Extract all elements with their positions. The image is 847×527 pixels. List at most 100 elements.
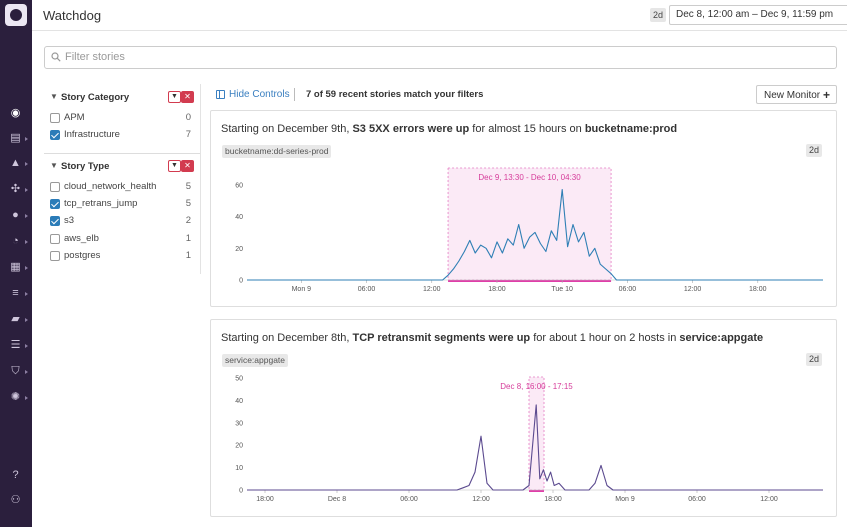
settings-icon[interactable]: ✺ (10, 391, 21, 403)
story-type-header[interactable]: ▼ Story Type ▼ ✕ (48, 160, 194, 174)
x-tick-label: Tue 10 (551, 286, 573, 293)
anomaly-highlight-band (447, 167, 612, 281)
facet-item-label: tcp_retrans_jump (64, 198, 138, 209)
binoculars-icon[interactable]: ◉ (10, 107, 21, 119)
story-card[interactable]: Starting on December 9th, S3 5XX errors … (210, 110, 837, 307)
plus-icon: + (823, 88, 831, 102)
checkbox[interactable] (50, 216, 60, 226)
story-chart: Dec 8, 16:00 - 17:15 0 10 20 30 40 50 18:00 Dec … (235, 376, 823, 503)
facet-item-count: 5 (185, 181, 191, 192)
x-tick-label: 06:00 (619, 286, 637, 293)
y-tick-label: 40 (235, 214, 243, 221)
chevron-down-icon[interactable]: ▼ (50, 161, 58, 170)
x-tick-label: 12:00 (423, 286, 441, 293)
story-range-badge: 2d (805, 144, 822, 157)
user-icon[interactable]: ⚇ (10, 494, 21, 506)
y-tick-label: 50 (235, 376, 243, 383)
story-chart: Dec 9, 13:30 - Dec 10, 04:30 0 20 40 60 Mon 9… (235, 167, 823, 293)
checkbox[interactable] (50, 234, 60, 244)
checkbox[interactable] (50, 251, 60, 261)
y-tick-label: 60 (235, 182, 243, 189)
facet-item-cloud-network-health[interactable]: cloud_network_health 5 (50, 181, 193, 193)
filter-funnel-button[interactable]: ▼ (168, 160, 181, 172)
anomaly-time-label: Dec 8, 16:00 - 17:15 (500, 382, 573, 391)
facet-item-count: 1 (185, 233, 191, 244)
integrations-icon[interactable]: ✣ (10, 183, 21, 195)
x-tick-label: 18:00 (488, 286, 506, 293)
story-tag[interactable]: service:appgate (222, 354, 289, 367)
x-tick-label: 18:00 (256, 496, 274, 503)
x-tick-label: 12:00 (472, 496, 490, 503)
page-title: Watchdog (43, 8, 102, 23)
y-tick-label: 20 (235, 246, 243, 253)
story-title-text: Starting on December 8th, (221, 332, 353, 344)
help-icon[interactable]: ? (12, 469, 19, 481)
sidebar: ◉ ▤ ▲ ✣ ● ◔ ▦ ≡ ▰ ☰ ⛉ ✺ ? ⚇ (0, 0, 32, 527)
facet-label: Story Type (61, 161, 110, 172)
filter-stories-input[interactable]: Filter stories (44, 46, 837, 69)
filter-funnel-button[interactable]: ▼ (168, 91, 181, 103)
time-range-badge[interactable]: 2d (650, 8, 666, 22)
security-icon[interactable]: ⛉ (11, 365, 20, 377)
facet-item-aws-elb[interactable]: aws_elb 1 (50, 233, 193, 245)
story-title-text: Starting on December 9th, (221, 123, 353, 135)
story-title: Starting on December 9th, S3 5XX errors … (221, 123, 677, 135)
story-title-scope: service:appgate (679, 332, 764, 344)
notebooks-icon[interactable]: ▰ (11, 313, 20, 325)
facet-item-count: 2 (185, 215, 191, 226)
facet-label: Story Category (61, 92, 130, 103)
y-tick-label: 10 (235, 465, 243, 472)
match-count-text: 7 of 59 recent stories match your filter… (306, 89, 484, 100)
dashboard-icon[interactable]: ▤ (10, 132, 21, 144)
story-title-text: for almost 15 hours on (469, 123, 585, 135)
metrics-icon[interactable]: ▲ (10, 157, 21, 169)
checkbox[interactable] (50, 182, 60, 192)
facet-item-label: postgres (64, 250, 101, 261)
infrastructure-icon[interactable]: ▦ (10, 261, 21, 273)
facet-item-infrastructure[interactable]: Infrastructure 7 (50, 129, 193, 141)
x-tick-label: Dec 8 (328, 496, 346, 503)
panel-toggle-icon (216, 90, 225, 99)
y-tick-label: 0 (239, 278, 243, 285)
story-card[interactable]: Starting on December 8th, TCP retransmit… (210, 319, 837, 517)
facet-item-label: APM (64, 112, 85, 123)
facet-item-label: aws_elb (64, 233, 99, 244)
x-tick-label: 06:00 (358, 286, 376, 293)
y-tick-label: 20 (235, 443, 243, 450)
new-monitor-button[interactable]: New Monitor + (756, 85, 837, 104)
y-tick-label: 30 (235, 420, 243, 427)
hide-controls-label: Hide Controls (229, 89, 290, 100)
facet-item-s3[interactable]: s3 2 (50, 215, 193, 227)
datadog-logo-icon[interactable] (5, 4, 27, 26)
anomaly-time-label: Dec 9, 13:30 - Dec 10, 04:30 (478, 173, 581, 182)
checkbox[interactable] (50, 130, 60, 140)
facet-item-count: 1 (185, 250, 191, 261)
chevron-down-icon[interactable]: ▼ (50, 92, 58, 101)
story-tag[interactable]: bucketname:dd-series-prod (222, 145, 332, 158)
story-range-badge: 2d (805, 353, 822, 366)
clear-facet-button[interactable]: ✕ (181, 91, 194, 103)
y-tick-label: 0 (239, 488, 243, 495)
anomaly-highlight-band (528, 376, 545, 491)
facet-item-tcp-retrans-jump[interactable]: tcp_retrans_jump 5 (50, 198, 193, 210)
facet-divider (44, 153, 200, 154)
x-tick-label: Mon 9 (292, 286, 312, 293)
y-tick-label: 40 (235, 398, 243, 405)
monitors-icon[interactable]: ● (12, 209, 19, 221)
facet-item-apm[interactable]: APM 0 (50, 112, 193, 124)
story-title: Starting on December 8th, TCP retransmit… (221, 332, 763, 344)
synthetics-icon[interactable]: ☰ (10, 339, 21, 351)
story-category-header[interactable]: ▼ Story Category ▼ ✕ (48, 91, 194, 105)
apm-icon[interactable]: ◔ (12, 235, 19, 247)
new-monitor-label: New Monitor (764, 90, 821, 101)
search-icon (51, 52, 61, 62)
checkbox[interactable] (50, 113, 60, 123)
story-title-text: for about 1 hour on 2 hosts in (530, 332, 680, 344)
logs-icon[interactable]: ≡ (12, 287, 19, 299)
story-title-scope: bucketname:prod (584, 123, 678, 135)
facet-item-postgres[interactable]: postgres 1 (50, 250, 193, 262)
story-title-metric: S3 5XX errors were up (352, 123, 470, 135)
checkbox[interactable] (50, 199, 60, 209)
clear-facet-button[interactable]: ✕ (181, 160, 194, 172)
date-range-picker[interactable]: Dec 8, 12:00 am – Dec 9, 11:59 pm (669, 5, 847, 25)
